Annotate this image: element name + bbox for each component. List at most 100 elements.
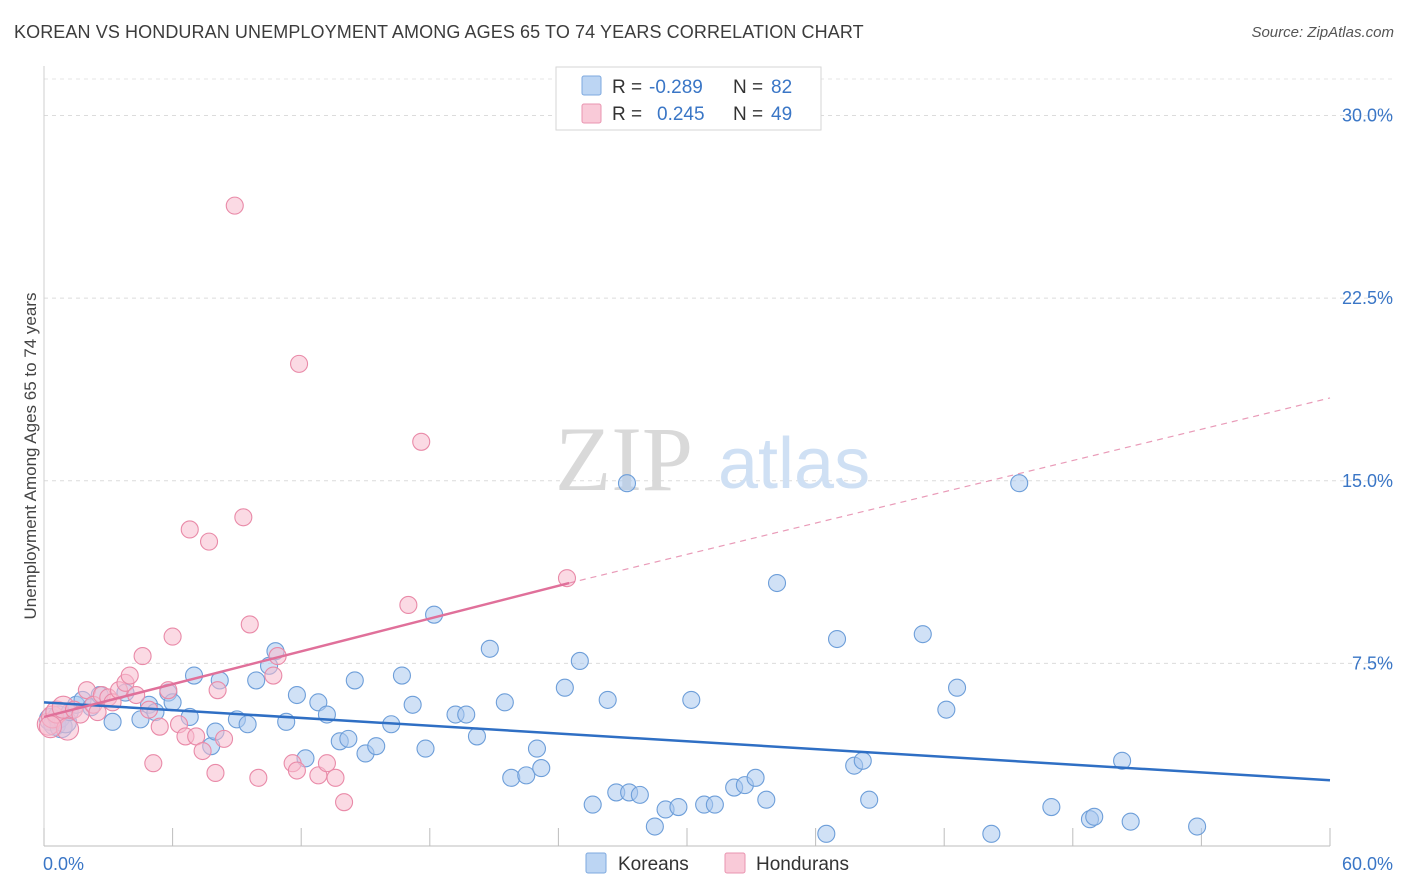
point-hondurans-40 (290, 354, 309, 373)
point-koreans-40 (416, 739, 435, 758)
point-hondurans-31 (214, 729, 234, 748)
point-koreans-23 (238, 715, 257, 734)
point-koreans-80 (1042, 797, 1061, 817)
point-koreans-28 (287, 685, 306, 705)
watermark-zip: ZIP (555, 408, 693, 510)
point-koreans-77 (948, 678, 967, 697)
legend-r-label-koreans: R = (612, 77, 642, 98)
point-hondurans-29 (206, 763, 225, 783)
point-koreans-69 (767, 573, 787, 593)
point-hondurans-46 (412, 432, 431, 451)
point-koreans-46 (495, 693, 514, 712)
point-koreans-48 (517, 766, 536, 785)
legend-swatch-hondurans (581, 103, 602, 124)
point-koreans-49 (527, 739, 547, 758)
point-koreans-44 (467, 727, 487, 746)
point-koreans-82 (1085, 807, 1104, 826)
point-hondurans-44 (335, 793, 354, 812)
data-points (36, 196, 1207, 843)
point-koreans-85 (1188, 817, 1207, 836)
stats-legend: R = -0.289 N = 82 R = 0.245 N = 49 (555, 66, 822, 131)
trend-lines (43, 397, 1331, 782)
point-koreans-50 (532, 759, 551, 778)
series-legend-label-hondurans: Hondurans (756, 854, 849, 875)
x-tick-label-right: 60.0% (1342, 854, 1393, 874)
point-hondurans-15 (120, 666, 139, 685)
point-koreans-51 (555, 678, 574, 697)
trend-line-koreans (43, 701, 1331, 782)
y-tick-labels: 7.5% 15.0% 22.5% 30.0% (1342, 106, 1393, 674)
point-koreans-45 (480, 639, 499, 658)
legend-r-value-hondurans: 0.245 (657, 104, 705, 125)
chart-title: KOREAN VS HONDURAN UNEMPLOYMENT AMONG AG… (14, 22, 864, 42)
y-tick-label-1: 15.0% (1342, 471, 1393, 491)
point-koreans-83 (1113, 751, 1132, 770)
point-koreans-78 (982, 824, 1001, 843)
point-koreans-54 (598, 690, 617, 709)
legend-n-value-koreans: 82 (771, 77, 792, 98)
point-koreans-59 (645, 817, 664, 836)
point-hondurans-45 (399, 595, 418, 614)
point-koreans-43 (457, 705, 476, 724)
trend-line-hondurans (43, 581, 570, 719)
point-hondurans-32 (225, 196, 244, 215)
point-koreans-61 (669, 797, 688, 817)
series-legend-label-koreans: Koreans (618, 854, 689, 875)
legend-r-label-hondurans: R = (612, 104, 642, 125)
legend-swatch-koreans (581, 75, 602, 96)
point-koreans-52 (570, 651, 589, 670)
y-tick-label-0: 7.5% (1352, 653, 1393, 673)
point-koreans-58 (630, 785, 649, 804)
point-koreans-70 (817, 824, 836, 843)
point-koreans-62 (682, 690, 701, 709)
point-hondurans-35 (249, 768, 268, 787)
y-tick-label-2: 22.5% (1342, 288, 1393, 308)
legend-r-value-koreans: -0.289 (649, 77, 703, 98)
point-koreans-53 (583, 795, 602, 814)
point-koreans-18 (184, 666, 204, 685)
series-legend-swatch-koreans (585, 852, 607, 874)
point-koreans-84 (1121, 812, 1140, 831)
point-koreans-34 (345, 671, 364, 690)
point-koreans-68 (757, 790, 776, 809)
point-hondurans-25 (180, 520, 199, 539)
point-hondurans-28 (199, 532, 219, 551)
legend-n-value-hondurans: 49 (771, 104, 792, 125)
point-hondurans-39 (287, 761, 306, 780)
watermark-atlas: atlas (718, 424, 870, 504)
point-hondurans-27 (193, 741, 212, 761)
point-koreans-39 (403, 695, 422, 714)
point-hondurans-43 (326, 768, 345, 787)
point-hondurans-42 (317, 754, 336, 773)
x-tick-labels: 0.0% 60.0% (43, 854, 1393, 874)
series-legend-swatch-hondurans (724, 852, 746, 874)
legend-n-label-hondurans: N = (733, 104, 763, 125)
point-koreans-64 (705, 795, 724, 814)
y-tick-label-3: 30.0% (1342, 106, 1393, 126)
point-koreans-56 (617, 474, 637, 493)
point-koreans-24 (247, 671, 266, 690)
trend-line-hondurans-extension (568, 397, 1331, 584)
point-koreans-36 (367, 737, 386, 756)
point-koreans-73 (853, 751, 872, 770)
point-koreans-67 (746, 768, 765, 787)
point-koreans-38 (392, 666, 411, 685)
point-hondurans-20 (150, 717, 169, 736)
legend-n-label-koreans: N = (733, 77, 763, 98)
point-hondurans-19 (144, 754, 163, 773)
point-koreans-33 (339, 729, 358, 748)
point-koreans-76 (937, 700, 956, 719)
point-hondurans-22 (163, 627, 182, 646)
point-koreans-75 (913, 625, 932, 644)
source-label: Source: ZipAtlas.com (1251, 24, 1394, 41)
point-hondurans-48 (38, 715, 62, 739)
point-koreans-10 (103, 712, 122, 731)
point-hondurans-17 (133, 647, 152, 666)
point-hondurans-34 (240, 615, 259, 634)
point-hondurans-30 (208, 681, 227, 700)
point-koreans-79 (1010, 474, 1029, 493)
x-tick-label-left: 0.0% (43, 854, 84, 874)
point-koreans-71 (827, 629, 847, 649)
gridlines (44, 78, 1392, 664)
